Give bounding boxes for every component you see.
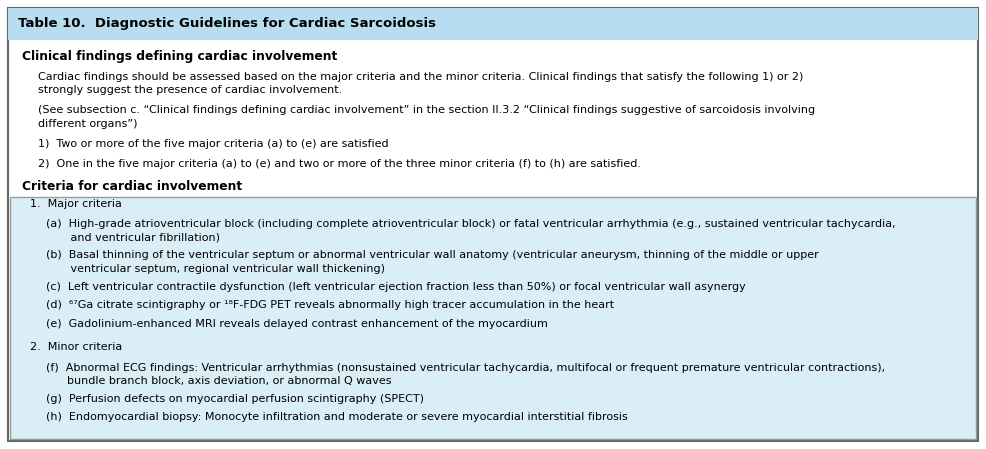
Text: (g)  Perfusion defects on myocardial perfusion scintigraphy (SPECT): (g) Perfusion defects on myocardial perf…	[46, 394, 424, 404]
Text: Cardiac findings should be assessed based on the major criteria and the minor cr: Cardiac findings should be assessed base…	[38, 71, 804, 82]
Text: Clinical findings defining cardiac involvement: Clinical findings defining cardiac invol…	[22, 50, 337, 63]
Text: Table 10.  Diagnostic Guidelines for Cardiac Sarcoidosis: Table 10. Diagnostic Guidelines for Card…	[18, 18, 436, 31]
Text: (b)  Basal thinning of the ventricular septum or abnormal ventricular wall anato: (b) Basal thinning of the ventricular se…	[46, 251, 818, 260]
Text: (a)  High-grade atrioventricular block (including complete atrioventricular bloc: (a) High-grade atrioventricular block (i…	[46, 219, 895, 229]
Text: (d)  ⁶⁷Ga citrate scintigraphy or ¹⁸F-FDG PET reveals abnormally high tracer acc: (d) ⁶⁷Ga citrate scintigraphy or ¹⁸F-FDG…	[46, 300, 614, 310]
Bar	[10, 197, 976, 439]
Text: (f)  Abnormal ECG findings: Ventricular arrhythmias (nonsustained ventricular ta: (f) Abnormal ECG findings: Ventricular a…	[46, 362, 885, 373]
Text: (e)  Gadolinium-enhanced MRI reveals delayed contrast enhancement of the myocard: (e) Gadolinium-enhanced MRI reveals dela…	[46, 319, 548, 329]
Text: 2)  One in the five major criteria (a) to (e) and two or more of the three minor: 2) One in the five major criteria (a) to…	[38, 159, 641, 169]
Text: ventricular septum, regional ventricular wall thickening): ventricular septum, regional ventricular…	[46, 264, 385, 274]
Text: (c)  Left ventricular contractile dysfunction (left ventricular ejection fractio: (c) Left ventricular contractile dysfunc…	[46, 282, 745, 292]
Text: 2.  Minor criteria: 2. Minor criteria	[30, 342, 122, 352]
Text: different organs”): different organs”)	[38, 119, 137, 129]
Text: and ventricular fibrillation): and ventricular fibrillation)	[46, 232, 220, 242]
Text: 1.  Major criteria: 1. Major criteria	[30, 198, 122, 208]
Bar	[8, 8, 978, 40]
Text: 1)  Two or more of the five major criteria (a) to (e) are satisfied: 1) Two or more of the five major criteri…	[38, 139, 388, 149]
Text: (h)  Endomyocardial biopsy: Monocyte infiltration and moderate or severe myocard: (h) Endomyocardial biopsy: Monocyte infi…	[46, 413, 628, 423]
Text: bundle branch block, axis deviation, or abnormal Q waves: bundle branch block, axis deviation, or …	[46, 376, 391, 386]
Text: Criteria for cardiac involvement: Criteria for cardiac involvement	[22, 180, 243, 193]
Text: (See subsection c. “Clinical findings defining cardiac involvement” in the secti: (See subsection c. “Clinical findings de…	[38, 106, 815, 115]
Text: strongly suggest the presence of cardiac involvement.: strongly suggest the presence of cardiac…	[38, 85, 342, 95]
